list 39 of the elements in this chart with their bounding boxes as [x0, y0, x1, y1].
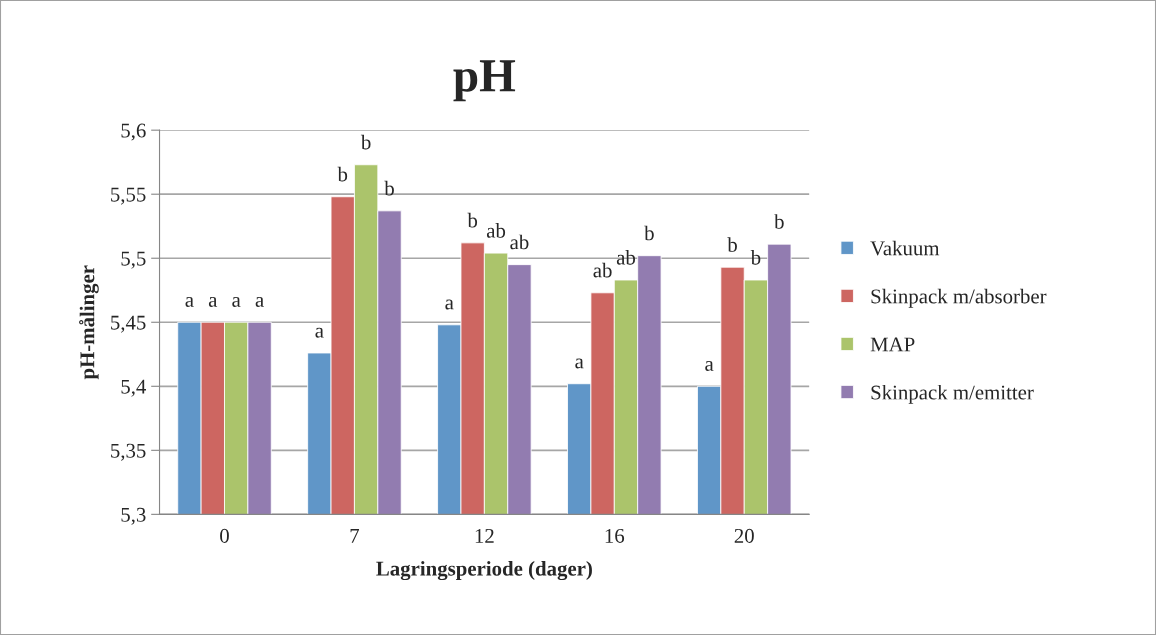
y-tick-label: 5,45 — [111, 315, 146, 333]
y-tick-label: 5,55 — [111, 187, 146, 205]
data-label: b — [384, 180, 394, 196]
legend-label: MAP — [870, 337, 915, 352]
data-label: b — [360, 134, 371, 150]
y-tick-label: 5,4 — [121, 379, 147, 397]
x-tick-label: 16 — [605, 528, 625, 543]
x-tick-label: 20 — [734, 528, 754, 543]
data-label: b — [644, 225, 654, 241]
x-tick-label: 12 — [475, 528, 494, 543]
y-tick-label: 5,5 — [121, 251, 146, 269]
y-tick-label: 5,35 — [111, 443, 146, 461]
data-label: a — [232, 296, 241, 307]
x-axis-title: Lagringsperiode (dager) — [376, 561, 592, 581]
y-tick-label: 5,3 — [121, 507, 146, 525]
legend-label: Skinpack m/emitter — [871, 384, 1034, 404]
data-label: a — [575, 358, 584, 369]
y-axis-title: pH-målinger — [79, 265, 99, 380]
chart-title: pH — [453, 60, 516, 102]
data-label: ab — [510, 234, 529, 250]
data-label: b — [467, 212, 478, 228]
legend-label: Skinpack m/absorber — [871, 288, 1047, 308]
y-tick-label: 5,6 — [121, 123, 146, 141]
x-tick-label: 0 — [220, 528, 229, 543]
data-label: b — [727, 237, 737, 252]
data-label: a — [255, 296, 264, 307]
legend-label: Vakuum — [870, 240, 940, 256]
data-label: a — [445, 299, 454, 310]
data-label: ab — [616, 250, 636, 265]
data-label: a — [705, 360, 714, 371]
data-label: b — [774, 214, 784, 229]
data-label: a — [208, 296, 218, 307]
data-label: ab — [593, 262, 612, 278]
data-label: ab — [486, 223, 506, 238]
data-label: b — [750, 250, 761, 265]
data-label: a — [185, 296, 194, 307]
data-label: a — [315, 327, 324, 338]
data-label: b — [337, 166, 348, 182]
x-tick-label: 7 — [350, 529, 360, 543]
